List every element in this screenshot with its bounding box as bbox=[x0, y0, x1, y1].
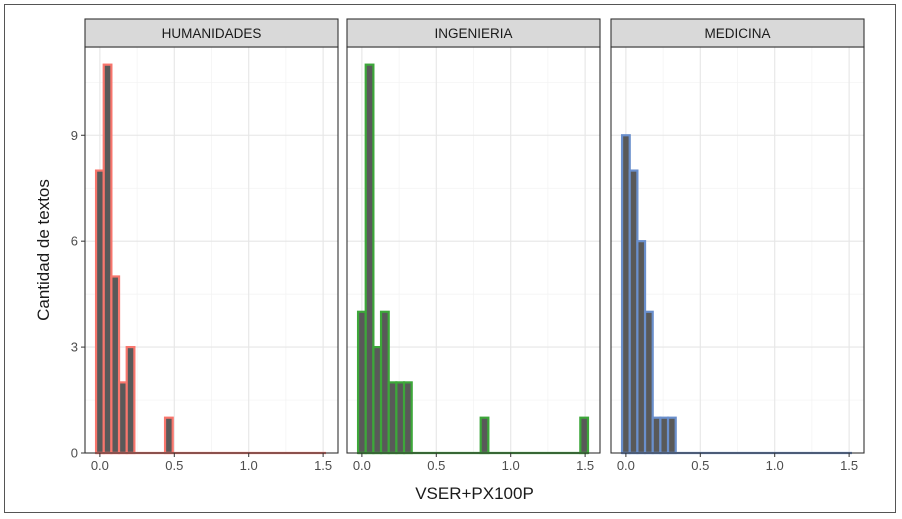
y-tick-label: 3 bbox=[71, 340, 78, 355]
y-tick-label: 0 bbox=[71, 446, 78, 461]
x-tick-label: 1.5 bbox=[314, 458, 332, 473]
histogram-bar bbox=[387, 381, 398, 455]
histogram-bar bbox=[479, 416, 490, 455]
histogram-bar bbox=[163, 416, 174, 455]
x-axis-label: VSER+PX100P bbox=[415, 484, 534, 503]
histogram-bar bbox=[628, 169, 639, 455]
histogram-bar bbox=[356, 310, 367, 455]
histogram-bar bbox=[636, 240, 647, 455]
facet-panel-ingenieria: INGENIERIA 0.0 0.5 1.0 1.5 bbox=[346, 18, 601, 473]
y-tick-label: 6 bbox=[71, 234, 78, 249]
histogram-bar bbox=[94, 169, 105, 455]
histogram-bar bbox=[372, 345, 383, 455]
x-tick-label: 0.0 bbox=[617, 458, 635, 473]
facet-strip bbox=[610, 18, 865, 48]
facet-strip-label: INGENIERIA bbox=[434, 26, 512, 41]
histogram-bar bbox=[125, 345, 136, 455]
x-tick-label: 1.0 bbox=[766, 458, 784, 473]
histogram-bar bbox=[620, 134, 631, 455]
histogram-bar bbox=[117, 381, 128, 455]
x-tick-label: 1.5 bbox=[576, 458, 594, 473]
facet-strip bbox=[84, 18, 339, 48]
facet-panel-humanidades: HUMANIDADES 0.0 0.5 1.0 1.5 0 3 6 9 bbox=[71, 18, 339, 473]
histogram-bar bbox=[110, 275, 121, 455]
x-tick-label: 0.5 bbox=[165, 458, 183, 473]
x-tick-label: 0.0 bbox=[353, 458, 371, 473]
facet-strip bbox=[346, 18, 601, 48]
histogram-bar bbox=[379, 310, 390, 455]
x-tick-label: 0.0 bbox=[91, 458, 109, 473]
facet-panel-medicina: MEDICINA 0.0 0.5 1.0 1.5 bbox=[610, 18, 865, 473]
facet-strip-label: HUMANIDADES bbox=[162, 26, 262, 41]
histogram-bar bbox=[395, 381, 406, 455]
x-tick-label: 1.5 bbox=[840, 458, 858, 473]
faceted-histogram-chart: HUMANIDADES 0.0 0.5 1.0 1.5 0 3 6 9 INGENIERIA 0.0… bbox=[34, 18, 865, 503]
histogram-bar bbox=[651, 416, 662, 455]
histogram-bar bbox=[402, 381, 413, 455]
x-tick-label: 1.0 bbox=[240, 458, 258, 473]
histogram-bar bbox=[579, 416, 590, 455]
histogram-bar bbox=[659, 416, 670, 455]
histogram-bar bbox=[666, 416, 677, 455]
histogram-bar bbox=[643, 310, 654, 455]
histogram-bar bbox=[102, 63, 113, 455]
x-tick-label: 0.5 bbox=[691, 458, 709, 473]
y-axis-label: Cantidad de textos bbox=[34, 179, 53, 321]
facet-strip-label: MEDICINA bbox=[704, 26, 770, 41]
y-tick-label: 9 bbox=[71, 128, 78, 143]
figure-frame: HUMANIDADES 0.0 0.5 1.0 1.5 0 3 6 9 INGENIERIA 0.0… bbox=[4, 4, 896, 513]
x-tick-label: 0.5 bbox=[427, 458, 445, 473]
histogram-bar bbox=[364, 63, 375, 455]
x-tick-label: 1.0 bbox=[502, 458, 520, 473]
